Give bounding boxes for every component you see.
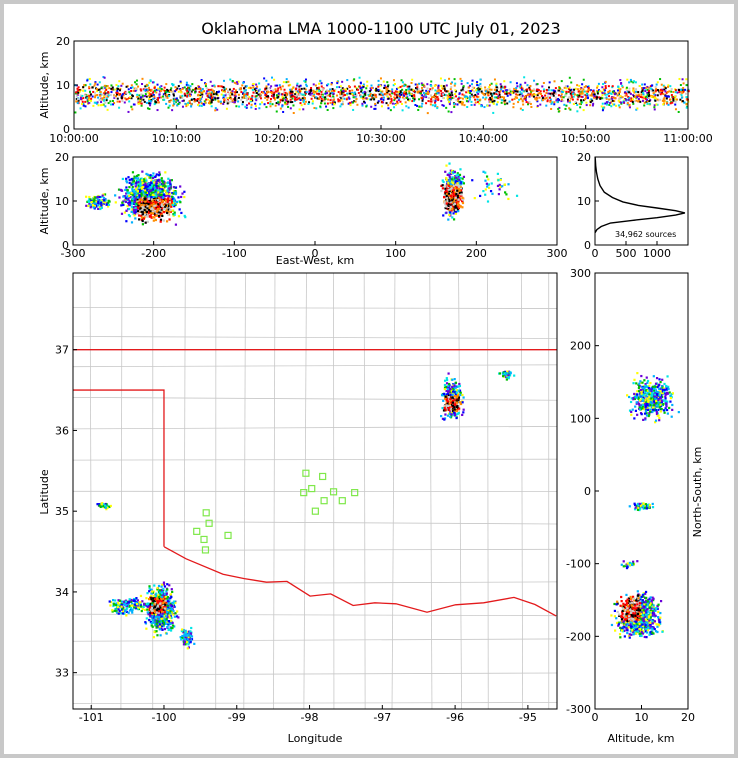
ns-altitude-frame (594, 272, 689, 710)
lma-station-marker (205, 519, 213, 527)
ew-altitude-y-tick-label: 20 (55, 151, 69, 164)
lma-station-marker (338, 497, 346, 505)
lma-station-marker (193, 527, 201, 535)
histogram-line (594, 156, 686, 234)
lma-station-marker (319, 472, 327, 481)
time-tick-label: 10:00:00 (49, 132, 98, 145)
latitude-tick-label: 34 (55, 586, 69, 599)
oklahoma-state-border (73, 349, 557, 547)
time-height-sources (74, 75, 690, 115)
longitude-tick-label: -98 (301, 711, 319, 724)
ew-tick-label: 300 (547, 247, 568, 260)
longitude-tick-label: -95 (519, 711, 537, 724)
longitude-tick-label: -96 (446, 711, 464, 724)
ew-altitude-ylabel: Altitude, km (38, 167, 51, 234)
time-height-y-tick-label: 0 (63, 123, 70, 136)
ew-altitude-xlabel: East-West, km (276, 254, 354, 267)
lma-station-marker (351, 489, 359, 497)
time-tick-label: 11:00:00 (663, 132, 712, 145)
lma-station-marker (320, 497, 328, 505)
ew-altitude-y-tick-label: 0 (62, 239, 69, 252)
north-south-tick-label: 200 (570, 340, 591, 353)
ew-tick-label: 200 (466, 247, 487, 260)
figure-title: Oklahoma LMA 1000-1100 UTC July 01, 2023 (201, 19, 560, 38)
time-tick-label: 10:10:00 (152, 132, 201, 145)
ew-tick-label: -200 (141, 247, 166, 260)
ns-altitude-ylabel: North-South, km (691, 447, 704, 538)
lma-station-marker (201, 546, 210, 554)
lma-station-marker (308, 484, 316, 493)
lma-station-marker (202, 509, 210, 517)
longitude-tick-label: -100 (151, 711, 176, 724)
source-count-annotation: 34,962 sources (615, 230, 676, 239)
lma-station-marker (300, 489, 308, 497)
ew-altitude-y-tick-label: 10 (55, 195, 69, 208)
longitude-tick-label: -99 (228, 711, 246, 724)
lma-station-marker (329, 488, 338, 496)
lma-station-marker (311, 507, 319, 515)
ew-tick-label: -100 (222, 247, 247, 260)
ns-altitude-x-tick-label: 0 (592, 711, 599, 724)
histogram-y-tick-label: 20 (577, 151, 591, 164)
ns-altitude-panel: 0 10 20 -300 -200 -100 0 100 200 300 Altitude, km… (566, 267, 704, 745)
latitude-tick-label: 36 (55, 424, 69, 437)
ew-altitude-sources (85, 162, 519, 226)
north-south-tick-label: 0 (584, 485, 591, 498)
north-south-tick-label: 300 (570, 267, 591, 280)
altitude-histogram-panel: 34,962 sources 0 500 1000 0 10 20 (577, 151, 689, 260)
north-south-tick-label: -300 (566, 703, 591, 716)
ns-altitude-sources (610, 372, 680, 639)
plan-view-map-panel: -101 -100 -99 -98 -97 -96 -95 33 34 35 36 37 Longit… (38, 272, 558, 745)
map-frame (72, 272, 558, 710)
ns-altitude-x-tick-label: 10 (635, 711, 649, 724)
figure: Oklahoma LMA 1000-1100 UTC July 01, 2023… (4, 4, 734, 754)
longitude-tick-label: -101 (79, 711, 104, 724)
histogram-x-tick-label: 0 (592, 247, 599, 260)
plan-view-sources (96, 370, 516, 650)
north-south-tick-label: -100 (566, 558, 591, 571)
time-tick-label: 10:20:00 (254, 132, 303, 145)
lma-figure: Oklahoma LMA 1000-1100 UTC July 01, 2023… (38, 19, 713, 745)
lma-station-marker (224, 531, 232, 540)
lma-station-marker (200, 535, 208, 544)
ns-altitude-x-tick-label: 20 (681, 711, 695, 724)
lma-stations (193, 469, 359, 554)
histogram-x-tick-label: 1000 (643, 247, 671, 260)
ew-tick-label: 100 (385, 247, 406, 260)
latitude-tick-label: 37 (55, 344, 69, 357)
latitude-tick-label: 35 (55, 505, 69, 518)
time-height-y-tick-label: 20 (56, 35, 70, 48)
ew-tick-label: -300 (61, 247, 86, 260)
red-river-border (163, 546, 557, 617)
latitude-tick-label: 33 (55, 667, 69, 680)
time-tick-label: 10:30:00 (356, 132, 405, 145)
map-ylabel: Latitude (38, 469, 51, 515)
time-height-y-tick-label: 10 (56, 79, 70, 92)
histogram-y-tick-label: 10 (577, 195, 591, 208)
ew-tick-label: 0 (312, 247, 319, 260)
ns-altitude-xlabel: Altitude, km (607, 732, 674, 745)
map-xlabel: Longitude (288, 732, 343, 745)
histogram-y-tick-label: 0 (584, 239, 591, 252)
time-tick-label: 10:40:00 (459, 132, 508, 145)
time-height-panel: 10:00:00 10:10:00 10:20:00 10:30:00 10:40:00… (38, 35, 713, 145)
lma-station-marker (302, 469, 310, 477)
ew-altitude-panel: -300 -200 -100 0 100 200 300 0 10 20 East-West, k… (38, 151, 568, 267)
longitude-tick-label: -97 (373, 711, 391, 724)
time-height-ylabel: Altitude, km (38, 51, 51, 118)
north-south-tick-label: -200 (566, 630, 591, 643)
histogram-x-tick-label: 500 (616, 247, 637, 260)
north-south-tick-label: 100 (570, 412, 591, 425)
time-tick-label: 10:50:00 (561, 132, 610, 145)
